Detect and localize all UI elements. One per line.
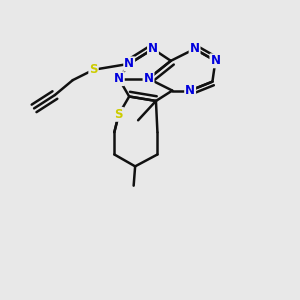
- Text: N: N: [124, 57, 134, 70]
- Text: N: N: [114, 72, 124, 85]
- Text: N: N: [190, 42, 200, 56]
- Text: N: N: [143, 72, 154, 85]
- Text: N: N: [185, 84, 195, 97]
- Text: N: N: [148, 42, 158, 56]
- Text: S: S: [115, 108, 123, 121]
- Text: N: N: [210, 54, 220, 67]
- Text: S: S: [89, 63, 98, 76]
